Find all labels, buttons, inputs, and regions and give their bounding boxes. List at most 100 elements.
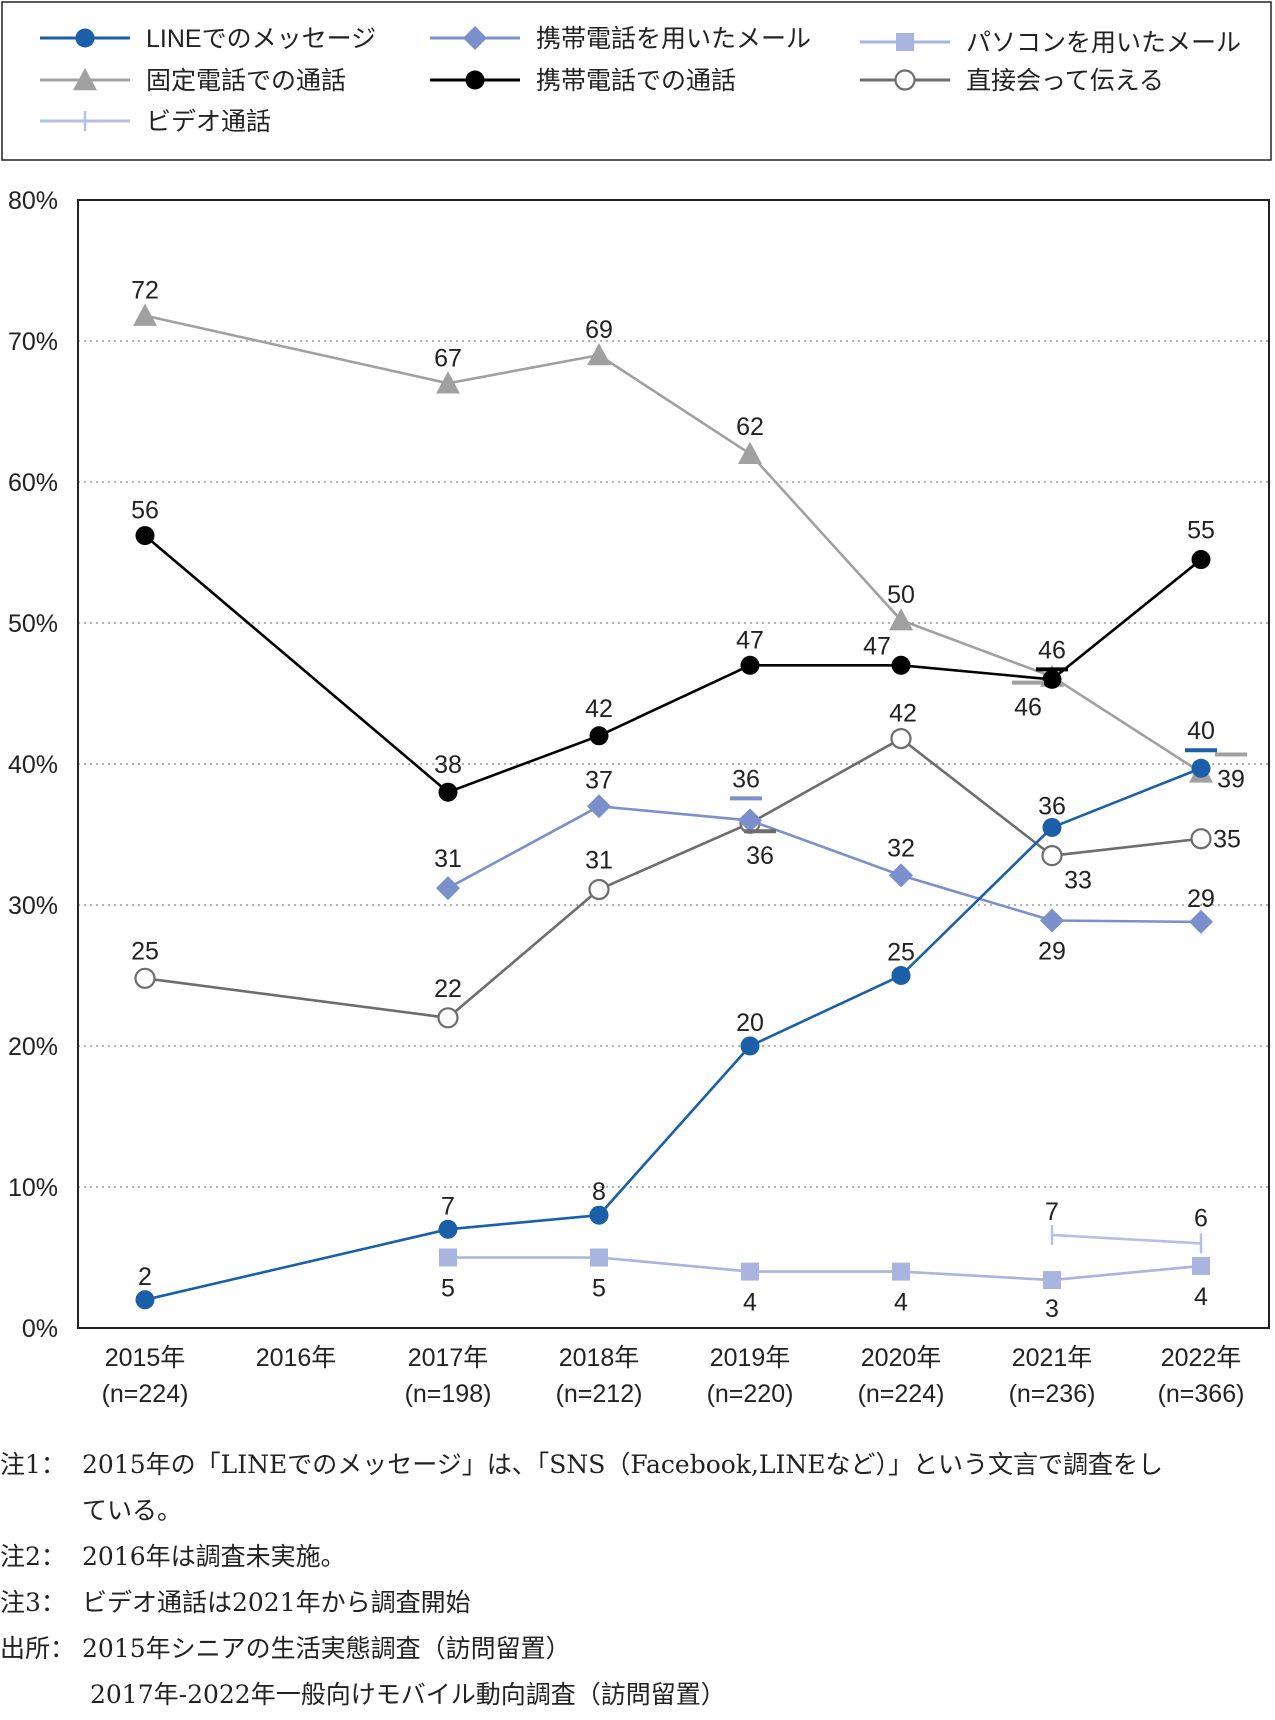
data-point-marker (1190, 828, 1212, 850)
series-group (133, 303, 1213, 1310)
y-tick-label: 50% (8, 610, 58, 638)
data-point-marker (436, 371, 460, 394)
data-point-marker (463, 26, 487, 50)
x-tick-sublabel: (n=224) (102, 1380, 189, 1408)
data-label: 5 (441, 1275, 455, 1303)
x-tick-sublabel: (n=224) (858, 1380, 945, 1408)
note-text: 2015年シニアの生活実態調査（訪問留置） (82, 1634, 571, 1663)
data-point-marker (740, 1036, 760, 1056)
data-point-marker (587, 794, 611, 819)
data-point-marker (889, 863, 913, 888)
data-point-marker (439, 1248, 457, 1267)
note-line: 2017年-2022年一般向けモバイル動向調査（訪問留置） (0, 1672, 1275, 1718)
x-tick-sublabel: (n=366) (1158, 1380, 1245, 1408)
data-label: 67 (434, 344, 462, 372)
series-path (447, 804, 1202, 924)
data-label: 36 (732, 765, 760, 793)
series-path (144, 737, 1202, 1020)
note-line: 注1： 2015年の「LINEでのメッセージ」は、「SNS（Facebook,LI… (0, 1442, 1275, 1488)
data-label: 2 (138, 1263, 152, 1291)
series-line (436, 794, 1213, 934)
data-label: 50 (887, 581, 915, 609)
note-line: 注3： ビデオ通話は2021年から調査開始 (0, 1580, 1275, 1626)
series-line (1050, 1224, 1203, 1254)
note-label: 注2： (0, 1542, 66, 1571)
data-label: 56 (131, 497, 159, 525)
data-label: 72 (131, 277, 159, 305)
data-label: 25 (887, 939, 915, 967)
data-point-marker (589, 726, 609, 746)
legend-item: 携帯電話での通話 (430, 67, 736, 95)
note-text: 2016年は調査未実施。 (82, 1542, 346, 1571)
note-line: 出所： 2015年シニアの生活実態調査（訪問留置） (0, 1626, 1275, 1672)
x-tick-label: 2021年 (1012, 1344, 1093, 1372)
note-text: 2015年の「LINEでのメッセージ」は、「SNS（Facebook,LINEな… (82, 1450, 1164, 1479)
data-point-marker (892, 1262, 910, 1281)
data-point-marker (1042, 817, 1062, 837)
note-line: ている。 (0, 1488, 1275, 1534)
data-label: 7 (1045, 1198, 1059, 1226)
data-label: 31 (434, 845, 462, 873)
data-point-marker (891, 655, 911, 675)
x-tick-sublabel: (n=212) (556, 1380, 643, 1408)
data-label: 31 (585, 846, 613, 874)
x-tick-label: 2016年 (256, 1344, 337, 1372)
y-tick-label: 0% (22, 1315, 58, 1343)
data-point-marker (589, 1205, 609, 1225)
legend-label: LINEでのメッセージ (146, 25, 376, 53)
y-tick-label: 80% (8, 187, 58, 215)
legend-item: パソコンを用いたメール (860, 29, 1241, 57)
data-point-marker (741, 1262, 759, 1281)
x-tick-label: 2015年 (105, 1344, 186, 1372)
data-label: 55 (1187, 517, 1215, 545)
legend-item: ビデオ通話 (40, 108, 271, 136)
data-point-marker (1192, 1256, 1210, 1275)
data-point-marker (75, 28, 95, 48)
x-tick-label: 2019年 (710, 1344, 791, 1372)
legend: LINEでのメッセージ 携帯電話を用いたメール パソコンを用いたメール固定電話での通… (40, 25, 1241, 136)
x-tick-label: 2020年 (861, 1344, 942, 1372)
data-point-marker (1043, 1271, 1061, 1290)
legend-label: ビデオ通話 (146, 108, 271, 136)
data-point-marker (134, 967, 156, 989)
data-label: 20 (736, 1009, 764, 1037)
data-point-marker (465, 70, 485, 90)
data-label: 25 (131, 937, 159, 965)
data-point-marker (740, 655, 760, 675)
data-point-marker (587, 343, 611, 366)
data-label: 38 (434, 751, 462, 779)
data-label: 39 (1217, 765, 1245, 793)
y-tick-label: 30% (8, 892, 58, 920)
series-line (135, 758, 1211, 1310)
x-tick-label: 2017年 (408, 1344, 489, 1372)
note-text: 2017年-2022年一般向けモバイル動向調査（訪問留置） (90, 1680, 726, 1709)
grid-lines (78, 340, 1269, 1188)
series-path (1051, 1233, 1202, 1245)
data-label: 7 (441, 1192, 455, 1220)
note-label: 注3： (0, 1588, 66, 1617)
data-point-marker (1191, 758, 1211, 778)
notes: 注1： 2015年の「LINEでのメッセージ」は、「SNS（Facebook,LI… (0, 1442, 1275, 1718)
data-point-marker (438, 782, 458, 802)
y-tick-label: 70% (8, 328, 58, 356)
data-label: 4 (1194, 1283, 1208, 1311)
data-label: 4 (743, 1289, 757, 1317)
data-point-marker (889, 608, 913, 631)
data-label: 62 (736, 413, 764, 441)
series-line (439, 1248, 1210, 1290)
data-point-marker (73, 68, 97, 91)
data-label: 8 (592, 1178, 606, 1206)
data-label: 42 (585, 695, 613, 723)
y-axis: 0% 10% 20% 30% 40% 50% 60% 70% 80% (8, 187, 58, 1343)
data-label: 36 (746, 842, 774, 870)
data-label: 33 (1064, 867, 1092, 895)
series-line (134, 728, 1212, 1029)
data-label: 35 (1213, 826, 1241, 854)
data-point-marker (891, 966, 911, 985)
y-tick-label: 40% (8, 751, 58, 779)
note-label: 注1： (0, 1450, 66, 1479)
line-chart: LINEでのメッセージ 携帯電話を用いたメール パソコンを用いたメール固定電話での通… (1, 1, 1272, 1408)
x-axis: 2015年 (n=224) 2016年 2017年 (n=198) 2018年 (n=212… (102, 1344, 1245, 1408)
data-label: 22 (434, 975, 462, 1003)
